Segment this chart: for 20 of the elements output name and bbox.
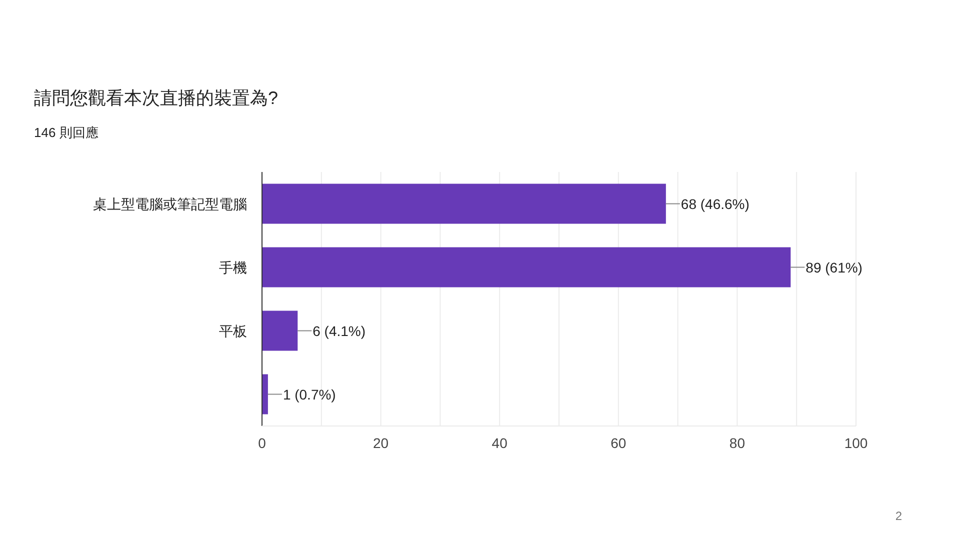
data-label: 89 (61%) <box>806 259 862 276</box>
y-tick-label: 手機 <box>219 259 247 276</box>
x-tick-label: 20 <box>373 435 389 451</box>
y-tick-label: 桌上型電腦或筆記型電腦 <box>93 196 247 212</box>
data-label: 68 (46.6%) <box>680 196 750 212</box>
text: 2 <box>895 509 902 523</box>
bar <box>262 247 791 288</box>
y-tick-label: 平板 <box>219 322 247 339</box>
x-tick-label: 0 <box>258 435 266 451</box>
data-label: 6 (4.1%) <box>312 322 366 339</box>
chart-title: 請問您觀看本次直播的裝置為? <box>34 88 278 108</box>
bar <box>262 310 298 351</box>
x-tick-label: 60 <box>610 435 626 451</box>
bar <box>262 184 666 224</box>
bar <box>262 374 268 414</box>
text: 146 則回應 <box>34 125 98 140</box>
x-tick-label: 80 <box>729 435 746 451</box>
data-label: 1 (0.7%) <box>282 386 336 402</box>
x-tick-label: 100 <box>844 435 868 451</box>
x-tick-label: 40 <box>492 435 508 451</box>
